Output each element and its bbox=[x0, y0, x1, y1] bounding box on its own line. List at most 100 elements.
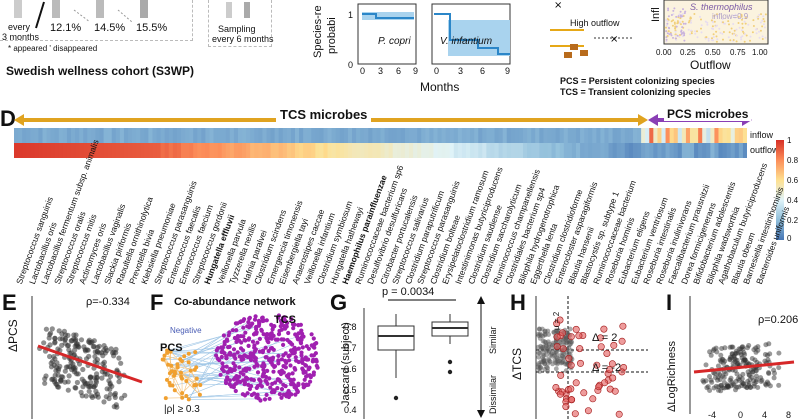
scatter-point bbox=[756, 32, 758, 34]
scatter-point bbox=[693, 13, 695, 15]
panel-e-scatter bbox=[28, 296, 146, 419]
heat-cell-outflow bbox=[360, 143, 365, 158]
scatter-point bbox=[104, 394, 109, 399]
heat-cell-inflow bbox=[307, 128, 312, 143]
scatter-point-highlight bbox=[572, 411, 578, 417]
heat-cell-outflow bbox=[205, 143, 210, 158]
network-node-tcs bbox=[248, 387, 252, 391]
heat-cell-inflow bbox=[34, 128, 39, 143]
c-xtick: 1.00 bbox=[752, 48, 768, 57]
heat-cell-outflow bbox=[694, 143, 699, 158]
heat-cell-inflow bbox=[67, 128, 72, 143]
heat-cell-outflow bbox=[515, 143, 520, 158]
heat-cell-inflow bbox=[356, 128, 361, 143]
scatter-point bbox=[59, 374, 64, 379]
heat-cell-inflow bbox=[572, 128, 577, 143]
heat-cell-outflow bbox=[576, 143, 581, 158]
scatter-point bbox=[674, 23, 676, 25]
network-node-tcs bbox=[240, 358, 244, 362]
network-node-tcs bbox=[228, 382, 232, 386]
network-node-tcs bbox=[262, 364, 266, 368]
heat-cell-outflow bbox=[185, 143, 190, 158]
heat-cell-inflow bbox=[710, 128, 715, 143]
scatter-point bbox=[690, 30, 692, 32]
scatter-point bbox=[93, 389, 98, 394]
heat-cell-inflow bbox=[515, 128, 520, 143]
scatter-point-highlight bbox=[553, 384, 559, 390]
heat-cell-inflow bbox=[552, 128, 557, 143]
scatter-point bbox=[700, 28, 702, 30]
heat-cell-outflow bbox=[177, 143, 182, 158]
scatter-point bbox=[760, 13, 762, 15]
scatter-point bbox=[760, 30, 762, 32]
network-node-tcs bbox=[269, 323, 273, 327]
scatter-point bbox=[707, 374, 712, 379]
heat-cell-inflow bbox=[531, 128, 536, 143]
heat-cell-outflow bbox=[258, 143, 263, 158]
heat-cell-outflow bbox=[22, 143, 27, 158]
heat-cell-outflow bbox=[714, 143, 719, 158]
xtick: 9 bbox=[413, 66, 418, 76]
scatter-point bbox=[677, 22, 679, 24]
heat-cell-inflow bbox=[527, 128, 532, 143]
heat-cell-outflow bbox=[649, 143, 654, 158]
scatter-point bbox=[544, 347, 549, 352]
scatter-point-highlight bbox=[576, 333, 582, 339]
scatter-point bbox=[102, 343, 107, 348]
heat-cell-outflow bbox=[429, 143, 434, 158]
panel-h-scatter bbox=[530, 296, 650, 419]
heat-cell-inflow bbox=[352, 128, 357, 143]
xtick: 3 bbox=[378, 66, 383, 76]
network-node-tcs bbox=[288, 353, 292, 357]
heat-cell-outflow bbox=[124, 143, 129, 158]
cbar-tick: 0.8 bbox=[787, 156, 798, 165]
heat-cell-outflow bbox=[108, 143, 113, 158]
scatter-point bbox=[711, 348, 716, 353]
scatter-point bbox=[677, 35, 679, 37]
heat-cell-inflow bbox=[564, 128, 569, 143]
network-node-tcs bbox=[276, 354, 280, 358]
heat-cell-outflow bbox=[735, 143, 740, 158]
scatter-point bbox=[712, 28, 714, 30]
heat-cell-outflow bbox=[128, 143, 133, 158]
scatter-point bbox=[80, 367, 85, 372]
heat-cell-outflow bbox=[197, 143, 202, 158]
scatter-point bbox=[713, 36, 715, 38]
panel-g-boxplot bbox=[356, 294, 476, 419]
heat-cell-outflow bbox=[311, 143, 316, 158]
network-node-tcs bbox=[281, 364, 285, 368]
heat-cell-outflow bbox=[503, 143, 508, 158]
network-node-pcs bbox=[193, 368, 197, 372]
scatter-point bbox=[72, 369, 77, 374]
network-node-tcs bbox=[215, 348, 219, 352]
scatter-point bbox=[672, 19, 674, 21]
pcs-node-label: PCS bbox=[160, 342, 183, 354]
heat-cell-outflow bbox=[710, 143, 715, 158]
scatter-point bbox=[742, 31, 744, 33]
svg-text:×: × bbox=[610, 34, 618, 45]
heat-cell-outflow bbox=[189, 143, 194, 158]
network-node-tcs bbox=[225, 337, 229, 341]
heat-cell-inflow bbox=[283, 128, 288, 143]
heat-cell-outflow bbox=[641, 143, 646, 158]
heat-cell-inflow bbox=[466, 128, 471, 143]
scatter-point bbox=[740, 345, 745, 350]
scatter-point bbox=[704, 378, 709, 383]
panel-h-ylabel: ΔTCS bbox=[510, 348, 524, 380]
heat-cell-inflow bbox=[580, 128, 585, 143]
network-node-tcs bbox=[219, 345, 223, 349]
scatter-point bbox=[53, 381, 58, 386]
scatter-point bbox=[700, 19, 702, 21]
scatter-point-highlight bbox=[604, 350, 610, 356]
tcs-node-label: TCS bbox=[274, 314, 296, 326]
heat-cell-inflow bbox=[682, 128, 687, 143]
scatter-point bbox=[548, 353, 553, 358]
heat-cell-inflow bbox=[372, 128, 377, 143]
heat-cell-outflow bbox=[218, 143, 223, 158]
heat-cell-inflow bbox=[495, 128, 500, 143]
panel-c-xlabel: Outflow bbox=[690, 58, 731, 72]
heat-cell-outflow bbox=[67, 143, 72, 158]
scatter-point bbox=[675, 37, 677, 39]
heat-cell-inflow bbox=[336, 128, 341, 143]
scatter-point bbox=[537, 327, 542, 332]
